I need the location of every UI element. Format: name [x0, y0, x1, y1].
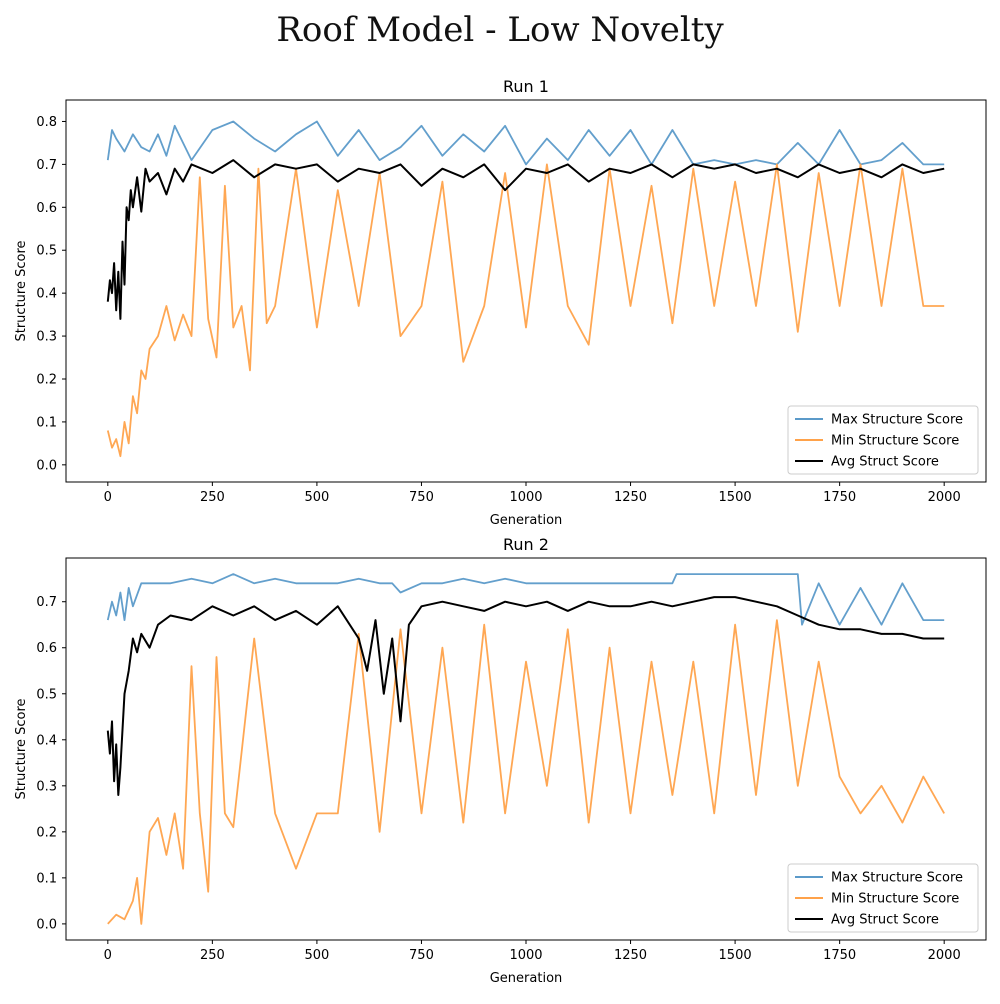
x-tick-label: 1500 [719, 948, 752, 963]
legend-label-min: Min Structure Score [831, 434, 959, 449]
y-tick-label: 0.3 [36, 330, 57, 345]
legend-label-min: Min Structure Score [831, 892, 959, 907]
x-tick-label: 1750 [823, 490, 856, 505]
subplot-run-1: Run 1 0 250 500 750 1000 1250 1500 1750 2000 0.0 0.… [14, 77, 987, 528]
x-tick-label: 2000 [928, 948, 961, 963]
x-axis-label: Generation [490, 513, 563, 528]
x-tick-label: 500 [304, 948, 329, 963]
y-tick-label: 0.1 [36, 415, 57, 430]
series-group [106, 120, 945, 458]
x-tick-label: 250 [200, 490, 225, 505]
y-tick-label: 0.8 [36, 115, 57, 130]
x-tick-label: 1000 [509, 490, 542, 505]
series-group [106, 573, 945, 925]
y-tick-label: 0.3 [36, 779, 57, 794]
series-line-min [106, 163, 945, 458]
y-tick-label: 0.0 [36, 917, 57, 932]
figure-title: Roof Model - Low Novelty [276, 10, 724, 50]
x-tick-label: 0 [104, 490, 112, 505]
legend-box [787, 863, 979, 933]
x-tick-label: 1750 [823, 948, 856, 963]
x-tick-label: 0 [104, 948, 112, 963]
x-axis-label: Generation [490, 971, 563, 986]
y-tick-label: 0.7 [36, 595, 57, 610]
series-line-avg [106, 596, 945, 796]
subplot-title: Run 1 [503, 77, 549, 96]
y-tick-label: 0.0 [36, 458, 57, 473]
y-tick-label: 0.5 [36, 687, 57, 702]
legend: Max Structure Score Min Structure Score Av… [787, 863, 979, 933]
legend-label-avg: Avg Struct Score [831, 455, 939, 470]
x-tick-label: 1500 [719, 490, 752, 505]
series-line-max [106, 120, 945, 166]
series-line-max [106, 573, 945, 626]
y-tick-label: 0.4 [36, 287, 57, 302]
y-axis-label: Structure Score [14, 698, 29, 799]
x-tick-label: 750 [409, 948, 434, 963]
y-tick-label: 0.7 [36, 158, 57, 173]
legend: Max Structure Score Min Structure Score Av… [787, 405, 979, 475]
subplot-title: Run 2 [503, 535, 549, 554]
y-tick-label: 0.2 [36, 825, 57, 840]
subplot-run-2: Run 2 0 250 500 750 1000 1250 1500 1750 2000 0.0 0.… [14, 535, 987, 986]
y-tick-label: 0.6 [36, 641, 57, 656]
x-tick-label: 2000 [928, 490, 961, 505]
legend-label-avg: Avg Struct Score [831, 913, 939, 928]
x-tick-label: 1250 [614, 948, 647, 963]
x-tick-label: 250 [200, 948, 225, 963]
legend-box [787, 405, 979, 475]
legend-label-max: Max Structure Score [831, 871, 963, 886]
y-tick-label: 0.2 [36, 372, 57, 387]
x-tick-label: 1000 [509, 948, 542, 963]
y-tick-label: 0.6 [36, 201, 57, 216]
y-tick-label: 0.4 [36, 733, 57, 748]
x-tick-label: 500 [304, 490, 329, 505]
y-tick-label: 0.5 [36, 244, 57, 259]
series-line-avg [106, 159, 945, 320]
x-tick-label: 1250 [614, 490, 647, 505]
series-line-min [107, 619, 945, 925]
x-tick-label: 750 [409, 490, 434, 505]
y-tick-label: 0.1 [36, 871, 57, 886]
y-axis-label: Structure Score [14, 240, 29, 341]
legend-label-max: Max Structure Score [831, 413, 963, 428]
